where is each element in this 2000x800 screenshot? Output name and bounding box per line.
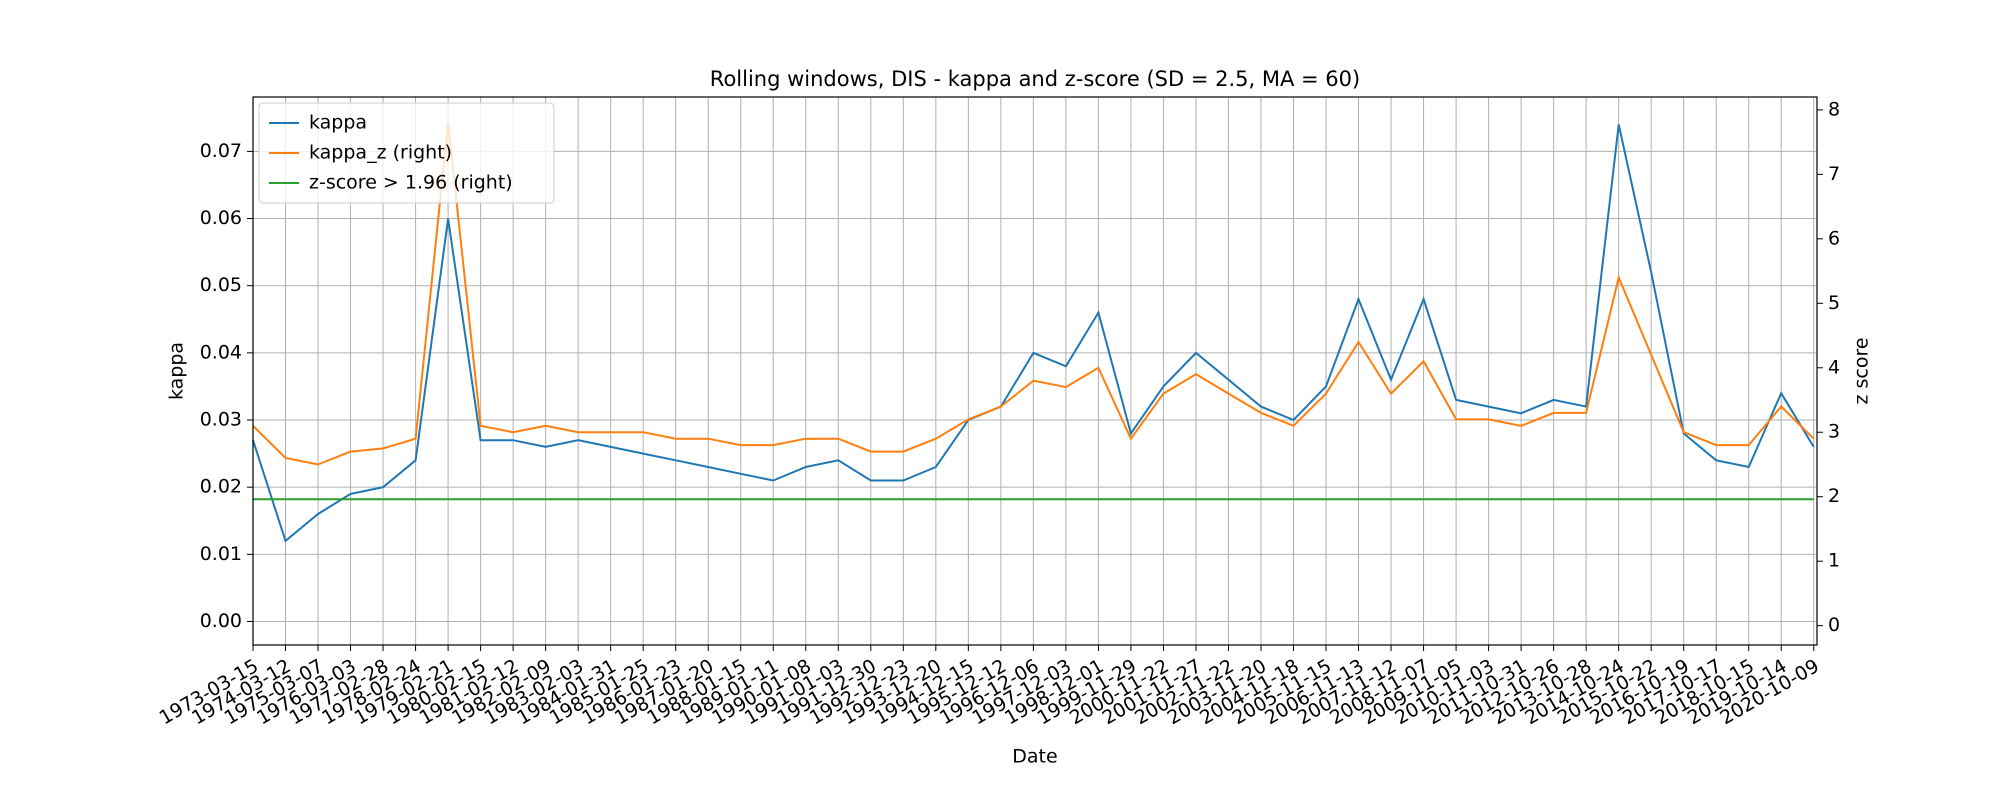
y2-tick-label: 1 [1828, 550, 1840, 572]
y2-tick-label: 4 [1828, 356, 1840, 378]
y-tick-label: 0.05 [200, 274, 242, 296]
series-line [252, 122, 1815, 466]
chart-title: Rolling windows, DIS - kappa and z-score… [710, 67, 1360, 91]
legend-label: kappa_z (right) [309, 142, 452, 164]
legend-box [258, 102, 555, 204]
plot-frame [252, 96, 1818, 646]
y2-tick-label: 2 [1828, 485, 1840, 507]
y2-tick-label: 3 [1828, 421, 1840, 443]
series-line [252, 124, 1815, 543]
y-tick-label: 0.06 [200, 207, 242, 229]
y-axis-label: kappa [166, 342, 188, 400]
y2-tick-label: 7 [1828, 163, 1840, 185]
y-tick-label: 0.07 [200, 140, 242, 162]
y2-axis-label: z score [1851, 337, 1873, 404]
legend-label: z-score > 1.96 (right) [309, 172, 513, 194]
x-axis-label: Date [1012, 746, 1057, 768]
y2-tick-label: 0 [1828, 614, 1840, 636]
y-tick-label: 0.01 [200, 543, 242, 565]
y2-tick-label: 5 [1828, 292, 1840, 314]
y2-tick-label: 8 [1828, 98, 1840, 120]
legend-label: kappa [309, 112, 367, 134]
y-tick-label: 0.00 [200, 610, 242, 632]
y-tick-label: 0.03 [200, 409, 242, 431]
y2-tick-label: 6 [1828, 227, 1840, 249]
y-tick-label: 0.02 [200, 476, 242, 498]
y-tick-label: 0.04 [200, 341, 242, 363]
